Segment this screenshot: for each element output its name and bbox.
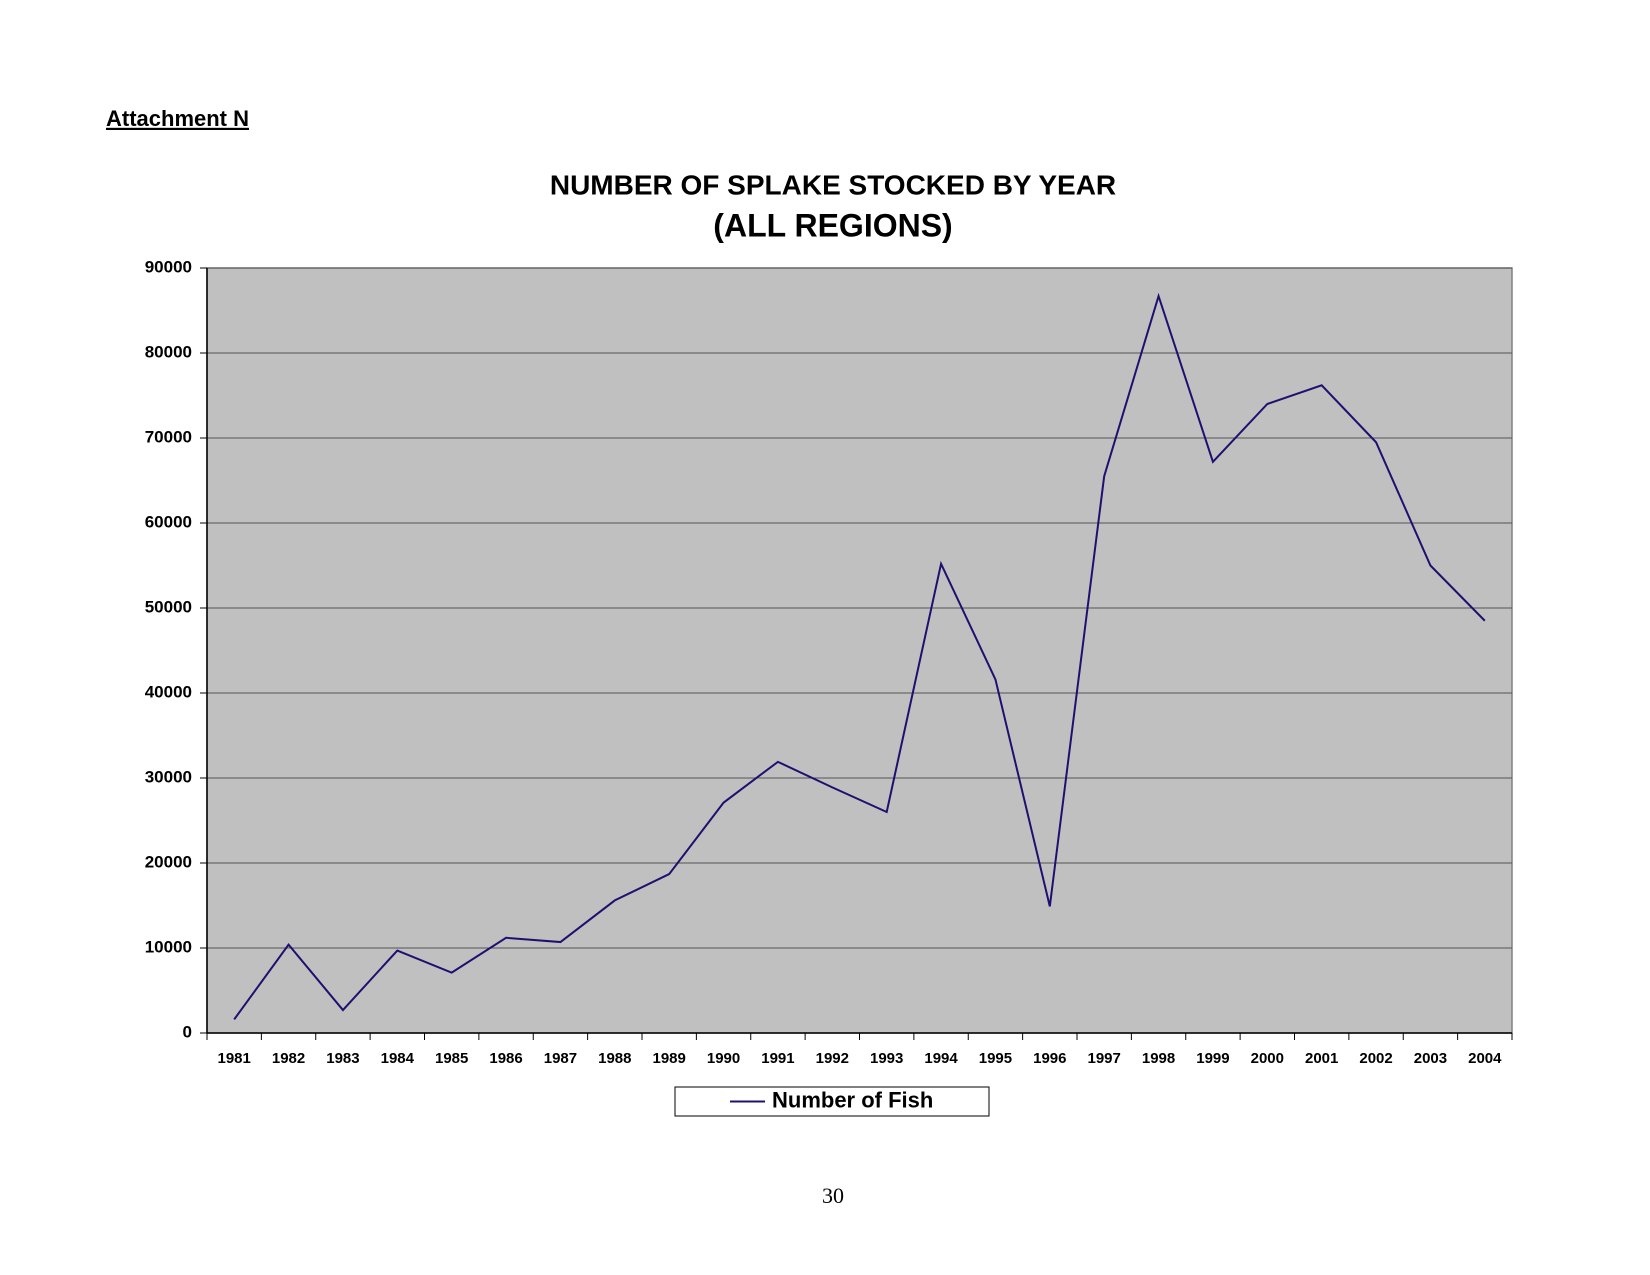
x-tick-label: 1993 <box>870 1050 903 1067</box>
page-number: 30 <box>822 1183 844 1208</box>
y-tick-label: 80000 <box>145 342 192 361</box>
x-tick-label: 1984 <box>381 1050 415 1067</box>
y-tick-label: 0 <box>183 1022 192 1041</box>
x-tick-label: 1989 <box>653 1050 686 1067</box>
data-line <box>233 292 1486 1020</box>
y-tick-label: 50000 <box>145 597 192 616</box>
x-tick-label: 1994 <box>924 1050 958 1067</box>
x-tick-label: 2002 <box>1359 1050 1392 1067</box>
x-tick-label: 1999 <box>1196 1050 1229 1067</box>
x-tick-label: 1991 <box>761 1050 794 1067</box>
x-tick-label: 2004 <box>1468 1050 1502 1067</box>
y-tick-label: 90000 <box>145 257 192 276</box>
y-tick-label: 70000 <box>145 427 192 446</box>
x-tick-label: 1998 <box>1142 1050 1175 1067</box>
x-tick-label: 1982 <box>272 1050 305 1067</box>
y-tick-label: 60000 <box>145 512 192 531</box>
x-tick-label: 1995 <box>979 1050 1012 1067</box>
attachment-header: Attachment N <box>106 106 249 131</box>
x-tick-label: 1985 <box>435 1050 468 1067</box>
plot-area <box>206 267 1513 1034</box>
x-tick-label: 2003 <box>1414 1050 1447 1067</box>
y-tick-label: 40000 <box>145 682 192 701</box>
x-tick-label: 1987 <box>544 1050 577 1067</box>
y-tick-label: 10000 <box>145 937 192 956</box>
x-tick-label: 1988 <box>598 1050 631 1067</box>
x-tick-label: 1990 <box>707 1050 740 1067</box>
y-tick-label: 30000 <box>145 767 192 786</box>
x-tick-label: 1992 <box>816 1050 849 1067</box>
x-tick-label: 1983 <box>326 1050 359 1067</box>
x-tick-label: 1986 <box>489 1050 522 1067</box>
legend-box <box>674 1086 990 1117</box>
x-tick-label: 1997 <box>1088 1050 1121 1067</box>
x-tick-label: 2000 <box>1251 1050 1284 1067</box>
x-tick-label: 1996 <box>1033 1050 1066 1067</box>
x-tick-label: 1981 <box>218 1050 251 1067</box>
chart-subtitle: (ALL REGIONS) <box>713 207 952 243</box>
y-tick-label: 20000 <box>145 852 192 871</box>
x-tick-label: 2001 <box>1305 1050 1338 1067</box>
legend-label: Number of Fish <box>772 1087 933 1112</box>
chart-title: NUMBER OF SPLAKE STOCKED BY YEAR <box>550 169 1116 200</box>
